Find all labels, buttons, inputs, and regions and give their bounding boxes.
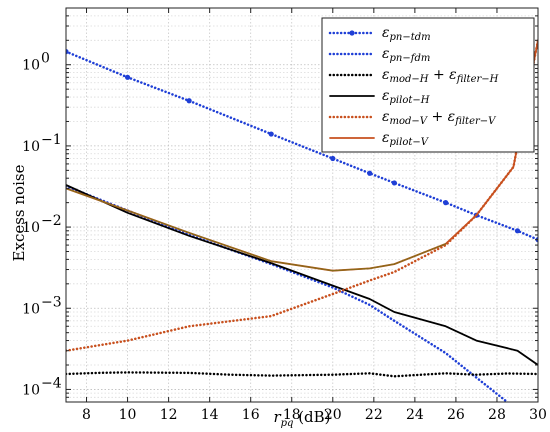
series-marker bbox=[391, 180, 397, 186]
legend-label: εpilot−H bbox=[382, 88, 430, 106]
x-tick-label: 22 bbox=[365, 407, 383, 423]
y-tick-label: 10 bbox=[22, 382, 40, 398]
axes bbox=[65, 7, 539, 403]
x-axis-label-subscript: pq bbox=[281, 418, 294, 429]
x-tick-label: 28 bbox=[488, 407, 506, 423]
series-line-4 bbox=[66, 184, 538, 366]
legend-marker bbox=[349, 30, 355, 36]
series-line-7 bbox=[66, 187, 447, 272]
y-axis-label: Excess noise bbox=[10, 164, 28, 261]
x-tick-label: 24 bbox=[406, 407, 424, 423]
legend-label: εpn−tdm bbox=[382, 25, 431, 43]
series-layer bbox=[66, 39, 538, 402]
x-tick-label: 14 bbox=[201, 407, 219, 423]
series-line-2 bbox=[66, 184, 509, 402]
axes-box bbox=[65, 7, 539, 403]
x-tick-label: 18 bbox=[283, 407, 301, 423]
legend: εpn−tdm εpn−fdm εmod−H + εfilter−H εpilot−H… bbox=[321, 17, 535, 153]
y-tick-label: 10 bbox=[22, 301, 40, 317]
y-tick-label: 10 bbox=[22, 139, 40, 155]
x-axis-label: rpq (dB) bbox=[273, 408, 330, 429]
x-tick-label: 26 bbox=[447, 407, 465, 423]
y-tick-exponent: −2 bbox=[41, 213, 62, 229]
series-marker bbox=[514, 228, 521, 234]
legend-label: εpn−fdm bbox=[382, 46, 430, 64]
x-axis-label-unit: (dB) bbox=[293, 408, 330, 426]
series-marker bbox=[186, 98, 192, 104]
x-tick-label: 16 bbox=[242, 407, 260, 423]
y-tick-exponent: −1 bbox=[41, 132, 62, 148]
y-tick-exponent: −4 bbox=[41, 375, 62, 391]
legend-box bbox=[321, 17, 535, 153]
x-tick-label: 30 bbox=[529, 407, 547, 423]
legend-label: εpilot−V bbox=[382, 130, 430, 148]
series-line-5 bbox=[66, 39, 538, 352]
series-marker bbox=[330, 155, 336, 162]
series-line-1 bbox=[66, 50, 538, 241]
series-marker bbox=[66, 49, 69, 55]
y-tick-label: 10 bbox=[22, 220, 40, 236]
series-marker bbox=[124, 74, 131, 80]
series-marker bbox=[268, 131, 274, 137]
legend-label: εmod−V + εfilter−V bbox=[382, 109, 497, 127]
x-axis-label-symbol: r bbox=[273, 408, 281, 426]
series-marker bbox=[443, 200, 449, 206]
legend-label: εmod−H + εfilter−H bbox=[382, 67, 499, 85]
y-tick-label: 10 bbox=[22, 58, 40, 74]
x-tick-label: 20 bbox=[324, 407, 342, 423]
y-tick-exponent: −3 bbox=[41, 294, 62, 310]
x-tick-label: 10 bbox=[119, 407, 137, 423]
y-tick-exponent: 0 bbox=[41, 51, 50, 67]
series-marker bbox=[367, 170, 373, 176]
x-tick-label: 12 bbox=[160, 407, 178, 423]
series-line-3 bbox=[66, 371, 538, 378]
x-tick-label: 8 bbox=[82, 407, 91, 423]
